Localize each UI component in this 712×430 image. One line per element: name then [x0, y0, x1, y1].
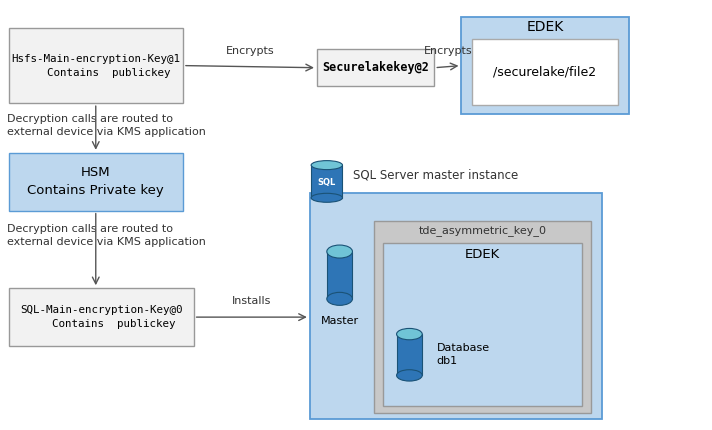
Text: Encrypts: Encrypts: [226, 46, 274, 56]
Ellipse shape: [327, 292, 352, 305]
Text: tde_asymmetric_key_0: tde_asymmetric_key_0: [419, 225, 546, 237]
Text: Hsfs-Main-encryption-Key@1
    Contains  publickey: Hsfs-Main-encryption-Key@1 Contains publ…: [11, 54, 180, 77]
FancyBboxPatch shape: [9, 28, 183, 103]
Bar: [327, 252, 352, 299]
Text: Master: Master: [320, 316, 359, 326]
Text: Decryption calls are routed to
external device via KMS application: Decryption calls are routed to external …: [7, 114, 206, 137]
FancyBboxPatch shape: [9, 288, 194, 346]
FancyBboxPatch shape: [317, 49, 434, 86]
Bar: [397, 334, 422, 375]
Text: Encrypts: Encrypts: [424, 46, 472, 56]
Ellipse shape: [397, 370, 422, 381]
Text: EDEK: EDEK: [526, 20, 564, 34]
Bar: [311, 165, 342, 198]
FancyBboxPatch shape: [310, 194, 602, 419]
Text: Installs: Installs: [232, 296, 271, 306]
FancyBboxPatch shape: [374, 221, 591, 413]
Text: SQL Server master instance: SQL Server master instance: [353, 169, 518, 182]
FancyBboxPatch shape: [9, 153, 183, 211]
Text: Securelakekey@2: Securelakekey@2: [322, 61, 429, 74]
Ellipse shape: [311, 194, 342, 202]
Text: EDEK: EDEK: [465, 249, 501, 261]
Text: SQL: SQL: [318, 178, 336, 187]
Text: HSM
Contains Private key: HSM Contains Private key: [27, 166, 164, 197]
Text: /securelake/file2: /securelake/file2: [493, 65, 597, 79]
FancyBboxPatch shape: [472, 39, 618, 105]
Text: SQL-Main-encryption-Key@0
    Contains  publickey: SQL-Main-encryption-Key@0 Contains publi…: [20, 305, 182, 329]
Ellipse shape: [311, 161, 342, 169]
Text: Database
db1: Database db1: [436, 343, 490, 366]
Ellipse shape: [327, 245, 352, 258]
Text: Decryption calls are routed to
external device via KMS application: Decryption calls are routed to external …: [7, 224, 206, 247]
FancyBboxPatch shape: [461, 17, 629, 114]
Ellipse shape: [397, 329, 422, 340]
FancyBboxPatch shape: [383, 243, 582, 406]
